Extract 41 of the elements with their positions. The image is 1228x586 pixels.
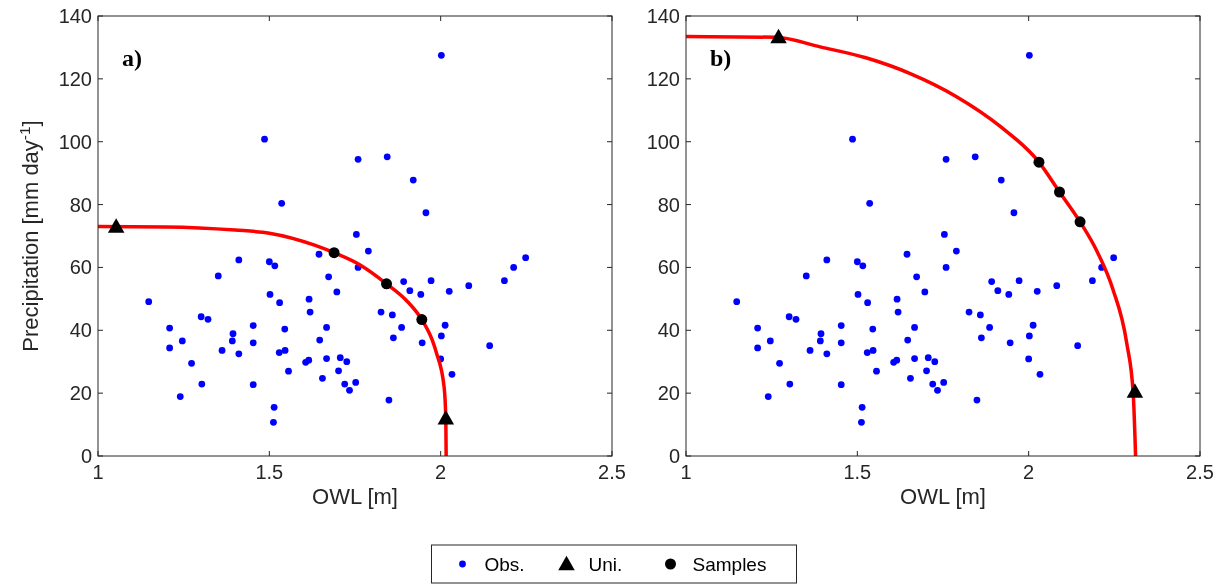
annotation: b) [710,45,732,71]
y-tick-label: 140 [646,5,680,27]
x-tick-label: 2 [435,461,447,483]
point [1033,156,1045,168]
x-tick-label: 1.5 [843,461,872,483]
legend-label: Uni. [588,554,623,575]
point [770,28,787,44]
x-axis-title: OWL [m] [312,484,398,509]
x-tick-label: 2.5 [598,461,626,483]
x-tick-label: 2 [1023,461,1035,483]
y-tick-label: 80 [657,193,680,216]
point [328,247,340,259]
point [1054,186,1066,198]
y-tick-label: 60 [69,256,92,279]
y-tick-label: 120 [646,67,680,90]
x-tick-label: 1 [680,461,692,483]
x-tick-label: 1.5 [255,461,284,483]
y-tick-label: 0 [668,445,680,467]
point [381,278,393,290]
y-tick-label: 100 [646,130,680,153]
x-axis-title: OWL [m] [900,484,986,509]
y-tick-label: 40 [69,319,92,342]
point [107,218,125,233]
y-tick-label: 60 [657,256,680,279]
point [437,410,455,425]
y-tick-label: 80 [69,193,92,216]
y-tick-label: 100 [58,130,92,153]
y-tick-label: 20 [69,382,92,405]
point [1074,216,1086,228]
x-tick-label: 1 [92,461,104,483]
y-tick-label: 120 [58,67,92,90]
y-tick-label: 0 [80,445,92,467]
y-tick-label: 40 [657,319,680,342]
point [1126,383,1144,398]
y-tick-label: 20 [657,382,680,405]
y-tick-label: 140 [58,5,92,27]
legend-label: Obs. [484,554,525,575]
legend-label: Samples [692,554,767,575]
x-tick-label: 2.5 [1186,461,1214,483]
annotation: a) [122,45,142,71]
point [416,314,428,326]
